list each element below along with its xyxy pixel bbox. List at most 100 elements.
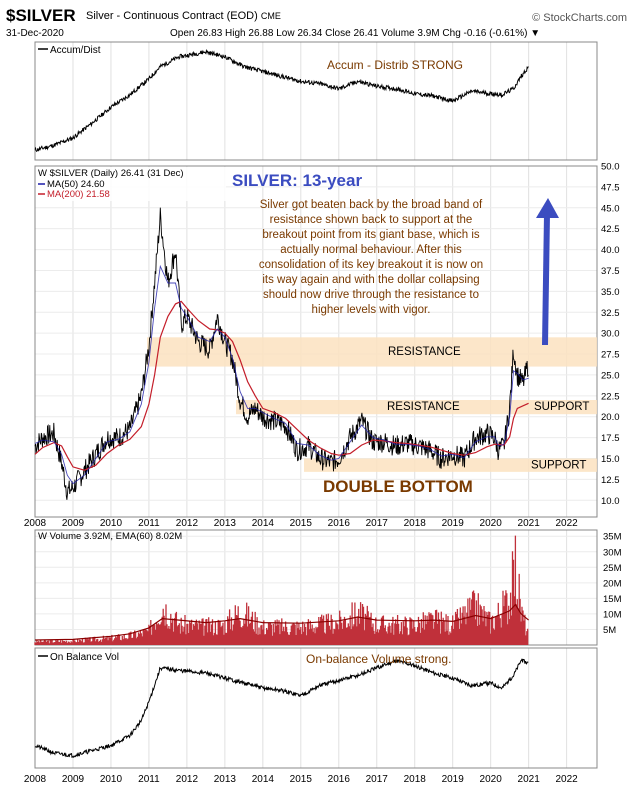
obv-legend: On Balance Vol (50, 652, 119, 663)
accum-dist-panel: Accum/Dist Accum - Distrib STRONG (34, 41, 598, 161)
x-tick-label: 2009 (62, 774, 85, 785)
price-ytick-label: 37.5 (601, 266, 620, 277)
price-annotation-note: Silver got beaten back by the broad band… (259, 199, 483, 316)
up-arrow-shaft (542, 213, 550, 346)
price-ytick-label: 40.0 (601, 245, 620, 256)
x-tick-label: 2011 (138, 774, 160, 785)
price-legend-bg (36, 167, 226, 201)
volume-legend: W Volume 3.92M, EMA(60) 8.02M (38, 531, 182, 542)
x-tick-label: 2022 (555, 774, 578, 785)
symbol: $SILVER (6, 6, 76, 25)
volume-ytick-label: 15M (603, 594, 622, 605)
x-tick-label: 2009 (62, 518, 85, 529)
price-ytick-label: 20.0 (601, 412, 620, 423)
x-tick-label: 2013 (214, 518, 237, 529)
x-tick-label: 2011 (138, 518, 160, 529)
note-line: actually normal behaviour. After this (280, 244, 462, 256)
x-tick-label: 2019 (442, 518, 465, 529)
x-tick-label: 2008 (24, 518, 47, 529)
price-legend-main: W $SILVER (Daily) 26.41 (31 Dec) (38, 168, 184, 179)
x-tick-label: 2016 (328, 518, 351, 529)
support-label-mid: SUPPORT (534, 401, 589, 413)
note-line: Silver got beaten back by the broad band… (260, 199, 483, 211)
price-ytick-label: 27.5 (601, 350, 620, 361)
volume-bars (34, 535, 529, 645)
x-tick-label: 2016 (328, 774, 351, 785)
x-tick-label: 2018 (404, 518, 427, 529)
contract-title: Silver - Continuous Contract (EOD) (86, 10, 258, 22)
price-ytick-label: 32.5 (601, 308, 620, 319)
x-axis-price: 2008 2009 2010 2011 2012 2013 2014 2015 2016 2017… (24, 518, 578, 529)
x-tick-label: 2020 (480, 518, 503, 529)
exchange: CME (260, 11, 281, 21)
price-ytick-label: 35.0 (601, 287, 620, 298)
price-ytick-label: 25.0 (601, 370, 620, 381)
price-ytick-label: 47.5 (601, 182, 620, 193)
x-tick-label: 2019 (442, 774, 465, 785)
note-line: consolidation of its key breakout it is … (259, 259, 483, 271)
x-axis-bottom: 2008 2009 2010 2011 2012 2013 2014 2015 2016 2017… (24, 774, 578, 785)
double-bottom-label: DOUBLE BOTTOM (323, 477, 473, 496)
source-credit: © StockCharts.com (532, 12, 627, 24)
volume-ytick-label: 35M (603, 532, 622, 543)
price-band (147, 337, 597, 367)
x-tick-label: 2015 (290, 518, 313, 529)
obv-panel: On Balance Vol On-balance Volume strong. (34, 647, 598, 769)
volume-ytick-label: 25M (603, 563, 622, 574)
price-ytick-label: 10.0 (601, 496, 620, 507)
obv-frame (34, 647, 598, 769)
ad-line (34, 48, 529, 153)
volume-ema-line (34, 603, 529, 641)
price-band (304, 458, 597, 472)
ohlc-readout: Open 26.83 High 26.88 Low 26.34 Close 26… (170, 28, 541, 39)
ad-frame (34, 41, 598, 161)
x-tick-label: 2017 (366, 518, 389, 529)
x-tick-label: 2010 (100, 518, 123, 529)
ad-legend: Accum/Dist (50, 45, 101, 56)
price-ytick-label: 42.5 (601, 224, 620, 235)
obv-annotation: On-balance Volume strong. (306, 652, 451, 666)
x-tick-label: 2014 (252, 518, 275, 529)
x-tick-label: 2013 (214, 774, 237, 785)
chart-header: $SILVER Silver - Continuous Contract (EO… (0, 0, 633, 39)
note-line: its way again and with the dollar collap… (262, 274, 479, 286)
price-ytick-label: 50.0 (601, 162, 620, 173)
x-tick-label: 2012 (176, 774, 199, 785)
volume-panel: 5M 10M 15M 20M 25M 30M 35M W Volume 3.92M, EMA(… (34, 529, 622, 646)
price-ytick-label: 12.5 (601, 475, 620, 486)
x-tick-label: 2008 (24, 774, 47, 785)
note-line: should now drive through the resistance … (263, 289, 479, 301)
contract-name: Silver - Continuous Contract (EOD) CME (86, 10, 281, 22)
price-panel: 10.0 12.5 15.0 17.5 20.0 22.5 25.0 27.5 30.0 32.5… (34, 162, 620, 518)
up-arrow-head (536, 198, 559, 218)
price-ytick-label: 22.5 (601, 391, 620, 402)
price-ytick-label: 45.0 (601, 203, 620, 214)
x-tick-label: 2012 (176, 518, 199, 529)
obv-line (34, 658, 529, 759)
ma50-line (34, 264, 529, 485)
x-tick-label: 2014 (252, 774, 275, 785)
ma200-line (34, 300, 529, 471)
x-tick-label: 2021 (518, 518, 541, 529)
x-tick-label: 2017 (366, 774, 389, 785)
x-tick-label: 2010 (100, 774, 123, 785)
x-tick-label: 2018 (404, 774, 427, 785)
x-tick-label: 2020 (480, 774, 503, 785)
x-tick-label: 2021 (518, 774, 541, 785)
volume-ytick-label: 10M (603, 609, 622, 620)
note-line: higher levels with vigor. (312, 304, 431, 316)
price-ytick-label: 30.0 (601, 329, 620, 340)
volume-ytick-label: 5M (603, 625, 616, 636)
ad-annotation: Accum - Distrib STRONG (327, 58, 463, 72)
resistance-label-lower: RESISTANCE (387, 401, 460, 413)
volume-ytick-label: 20M (603, 578, 622, 589)
price-ytick-label: 17.5 (601, 433, 620, 444)
chart-date: 31-Dec-2020 (6, 28, 64, 39)
volume-ytick-label: 30M (603, 547, 622, 558)
note-line: resistance shown back to support at the (270, 214, 473, 226)
ma50-legend: MA(50) 24.60 (47, 179, 105, 190)
support-label-low: SUPPORT (531, 460, 586, 472)
price-ytick-label: 15.0 (601, 454, 620, 465)
price-band (236, 400, 597, 415)
x-tick-label: 2022 (555, 518, 578, 529)
